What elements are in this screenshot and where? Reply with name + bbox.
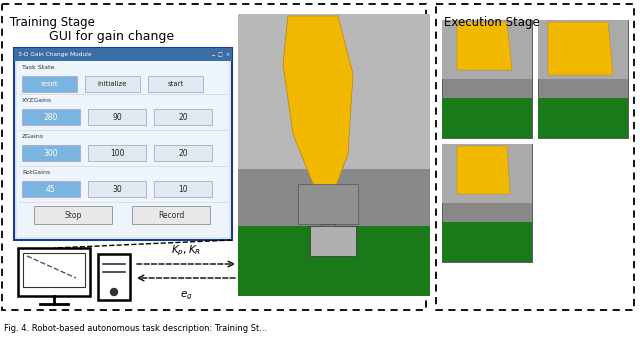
Text: 280: 280: [44, 113, 58, 121]
Text: reset: reset: [41, 81, 58, 87]
Text: Execution Stage: Execution Stage: [444, 16, 540, 29]
Bar: [88, 181, 146, 197]
Bar: [154, 145, 212, 161]
Bar: [538, 98, 628, 138]
Bar: [238, 14, 430, 296]
Bar: [442, 222, 532, 262]
Text: RotGains: RotGains: [22, 170, 50, 175]
Polygon shape: [283, 16, 353, 194]
Text: ─: ─: [211, 52, 213, 57]
Text: Task State: Task State: [22, 65, 54, 70]
Text: Stop: Stop: [64, 211, 82, 219]
Bar: [442, 98, 532, 138]
Polygon shape: [457, 22, 512, 70]
Circle shape: [111, 289, 118, 295]
Bar: [442, 144, 532, 262]
Text: $e_g$: $e_g$: [180, 290, 193, 303]
Text: initialize: initialize: [98, 81, 127, 87]
Bar: [148, 76, 203, 92]
Text: XYZGains: XYZGains: [22, 98, 52, 103]
Text: □: □: [218, 52, 222, 57]
Bar: [538, 20, 628, 79]
Bar: [321, 224, 335, 254]
Bar: [14, 48, 232, 61]
Bar: [88, 109, 146, 125]
Bar: [18, 248, 90, 296]
Bar: [442, 144, 532, 203]
Bar: [442, 20, 532, 138]
Text: 3-D Gain Change Module: 3-D Gain Change Module: [18, 52, 92, 57]
Bar: [85, 76, 140, 92]
Text: 45: 45: [46, 185, 56, 193]
Bar: [14, 48, 232, 240]
Bar: [154, 109, 212, 125]
Text: GUI for gain change: GUI for gain change: [49, 30, 175, 43]
Bar: [22, 109, 80, 125]
Text: Record: Record: [158, 211, 184, 219]
Polygon shape: [548, 22, 613, 75]
Text: start: start: [168, 81, 184, 87]
Text: 10: 10: [178, 185, 188, 193]
Bar: [34, 206, 112, 224]
Text: 20: 20: [178, 113, 188, 121]
Text: 20: 20: [178, 148, 188, 158]
Bar: [132, 206, 210, 224]
Text: 100: 100: [109, 148, 124, 158]
Bar: [310, 226, 356, 256]
Polygon shape: [457, 146, 510, 194]
Text: 30: 30: [112, 185, 122, 193]
Text: Fig. 4. Robot-based autonomous task description: Training St...: Fig. 4. Robot-based autonomous task desc…: [4, 324, 267, 333]
Bar: [22, 181, 80, 197]
Text: ZGains: ZGains: [22, 134, 44, 139]
Bar: [238, 226, 430, 296]
Text: $K_p, K_R$: $K_p, K_R$: [171, 244, 201, 258]
Bar: [98, 254, 130, 300]
Bar: [298, 184, 358, 224]
Text: 90: 90: [112, 113, 122, 121]
Bar: [88, 145, 146, 161]
Bar: [538, 20, 628, 138]
Bar: [17, 61, 229, 237]
Text: 300: 300: [44, 148, 58, 158]
Bar: [436, 4, 634, 310]
Bar: [22, 145, 80, 161]
Bar: [23, 253, 85, 287]
Bar: [442, 20, 532, 79]
Bar: [154, 181, 212, 197]
Bar: [22, 76, 77, 92]
Bar: [2, 4, 426, 310]
Text: ×: ×: [225, 52, 229, 57]
Bar: [238, 14, 430, 169]
Text: Training Stage: Training Stage: [10, 16, 95, 29]
